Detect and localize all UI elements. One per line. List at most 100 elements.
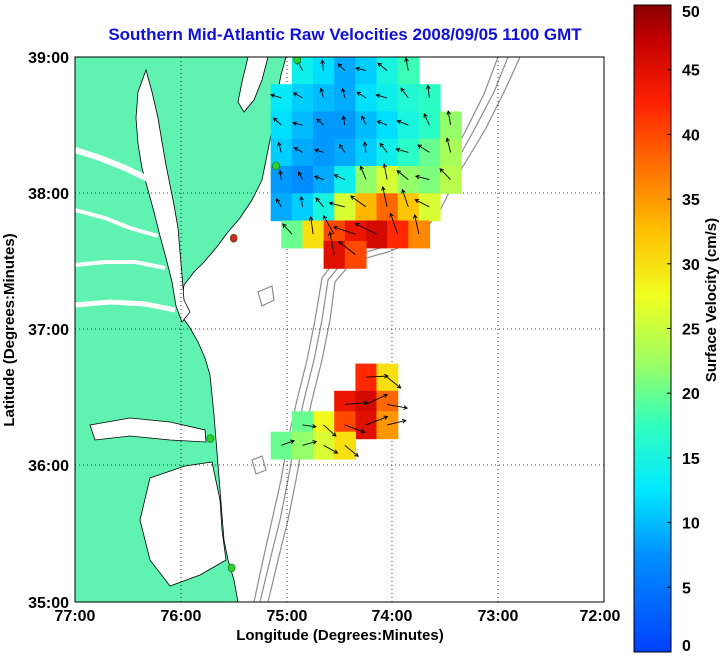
velocity-vector-southern-1	[386, 376, 402, 389]
velocity-vector-northern-54	[389, 212, 399, 235]
velocity-vector-northern-23	[277, 141, 282, 153]
velocity-cell-northern-15	[291, 111, 314, 140]
velocity-vector-northern-24	[293, 147, 303, 153]
velocity-cell-northern-11	[376, 84, 399, 113]
velocity-vector-northern-15	[292, 121, 303, 126]
velocity-vector-northern-31	[445, 137, 452, 153]
velocity-vector-northern-33	[297, 171, 303, 180]
colorbar-tick-label: 20	[682, 386, 700, 403]
velocity-vector-southern-7	[344, 424, 366, 434]
velocity-cell-northern-40	[440, 166, 462, 194]
velocity-vector-northern-3	[355, 66, 367, 72]
delaware-bay	[237, 57, 269, 113]
velocity-vector-northern-6	[269, 93, 282, 99]
radar-station-0	[293, 57, 301, 64]
velocity-cell-northern-48	[418, 193, 441, 222]
velocity-vector-southern-4	[387, 403, 409, 410]
y-axis-label: Latitude (Degrees:Minutes)	[1, 233, 18, 426]
velocity-cell-northern-16	[313, 111, 335, 140]
velocity-vector-northern-34	[313, 175, 324, 181]
velocity-cell-northern-50	[302, 220, 325, 249]
velocity-vector-southern-0	[365, 373, 389, 379]
velocity-vector-southern-11	[302, 440, 318, 446]
plot-frame	[74, 56, 605, 603]
velocity-cell-northern-22	[440, 111, 462, 140]
velocity-vector-northern-18	[361, 115, 367, 126]
velocity-vector-northern-12	[400, 87, 409, 99]
james-river	[75, 299, 176, 313]
velocity-cell-northern-13	[418, 84, 441, 113]
velocity-vector-northern-53	[354, 223, 377, 235]
velocity-vector-northern-17	[341, 115, 347, 126]
velocity-cell-northern-3	[355, 57, 378, 85]
velocity-cell-northern-21	[418, 111, 441, 140]
velocity-vector-northern-36	[359, 165, 367, 180]
velocity-cell-northern-4	[376, 57, 399, 85]
velocity-cell-northern-54	[387, 220, 409, 249]
velocity-vector-northern-5	[404, 57, 409, 71]
x-tick-label: 75:00	[267, 608, 308, 625]
y-tick-label: 39:00	[28, 50, 69, 67]
radar-stations	[206, 57, 301, 573]
velocity-cell-northern-45	[355, 193, 378, 222]
velocity-vector-southern-12	[323, 444, 339, 454]
x-axis-ticks: 77:00 76:00 75:00 74:00 73:00 72:00	[55, 608, 621, 625]
colorbar-tick-label: 40	[682, 127, 700, 144]
velocity-vector-northern-22	[446, 110, 452, 126]
velocity-cell-northern-57	[344, 240, 367, 269]
velocity-cell-northern-18	[355, 111, 378, 140]
velocity-vector-southern-6	[323, 424, 337, 437]
x-tick-label: 74:00	[372, 608, 413, 625]
velocity-cell-northern-7	[291, 84, 314, 113]
velocity-cell-northern-55	[408, 220, 431, 249]
x-tick-label: 77:00	[55, 608, 96, 625]
velocity-vector-northern-26	[338, 143, 346, 153]
albemarle-sound	[89, 417, 207, 443]
velocity-cell-northern-30	[418, 138, 441, 167]
velocity-cell-northern-33	[291, 166, 314, 194]
y-axis-ticks: 39:00 38:00 37:00 36:00 35:00	[28, 50, 69, 612]
velocity-vector-northern-35	[333, 174, 345, 181]
velocity-vector-southern-9	[386, 418, 407, 426]
velocity-cell-northern-17	[334, 111, 356, 140]
velocity-vector-northern-7	[292, 92, 303, 99]
velocity-vector-northern-9	[341, 87, 346, 99]
colorbar-ticks: 0 5 10 15 20 25 30 35 40 45 50	[667, 4, 700, 655]
colorbar: 0 5 10 15 20 25 30 35 40 45 50 Surface Velocity (c…	[633, 4, 720, 655]
velocity-cell-northern-6	[270, 84, 293, 113]
velocity-vector-northern-48	[414, 199, 430, 208]
velocity-vector-northern-16	[316, 118, 324, 126]
velocity-vector-northern-46	[381, 185, 388, 207]
velocity-vector-northern-11	[375, 93, 388, 99]
velocity-cell-northern-41	[270, 193, 293, 222]
colorbar-tick-label: 0	[682, 638, 691, 655]
velocity-vector-northern-10	[356, 91, 367, 99]
velocity-cell-northern-36	[355, 166, 378, 194]
colorbar-tick-label: 50	[682, 4, 700, 21]
velocity-cell-northern-26	[334, 138, 356, 167]
y-tick-label: 35:00	[28, 595, 69, 612]
velocity-cell-northern-20	[397, 111, 420, 140]
velocity-vector-northern-41	[275, 198, 282, 208]
velocity-vector-northern-45	[350, 195, 367, 208]
velocity-cell-northern-2	[334, 57, 356, 85]
colorbar-tick-label: 15	[682, 451, 700, 468]
velocity-cell-northern-47	[397, 193, 420, 222]
velocity-cell-northern-49	[281, 220, 304, 249]
radar-station-4	[227, 563, 236, 573]
y-tick-label: 38:00	[28, 186, 69, 203]
velocity-cell-northern-46	[376, 193, 399, 222]
colorbar-tick-label: 45	[682, 63, 700, 80]
velocity-vector-northern-28	[379, 142, 388, 153]
velocity-cell-northern-38	[397, 166, 420, 194]
velocity-vector-northern-52	[332, 225, 356, 235]
velocity-vector-northern-21	[423, 112, 430, 126]
velocity-vector-northern-29	[395, 147, 409, 153]
velocity-cell-northern-56	[323, 240, 346, 269]
colorbar-gradient	[633, 4, 672, 653]
velocity-cell-northern-27	[355, 138, 378, 167]
velocity-vector-northern-25	[314, 148, 324, 154]
velocity-cell-northern-8	[313, 84, 335, 113]
velocity-vector-southern-10	[281, 439, 295, 446]
colorbar-tick-label: 35	[682, 192, 700, 209]
